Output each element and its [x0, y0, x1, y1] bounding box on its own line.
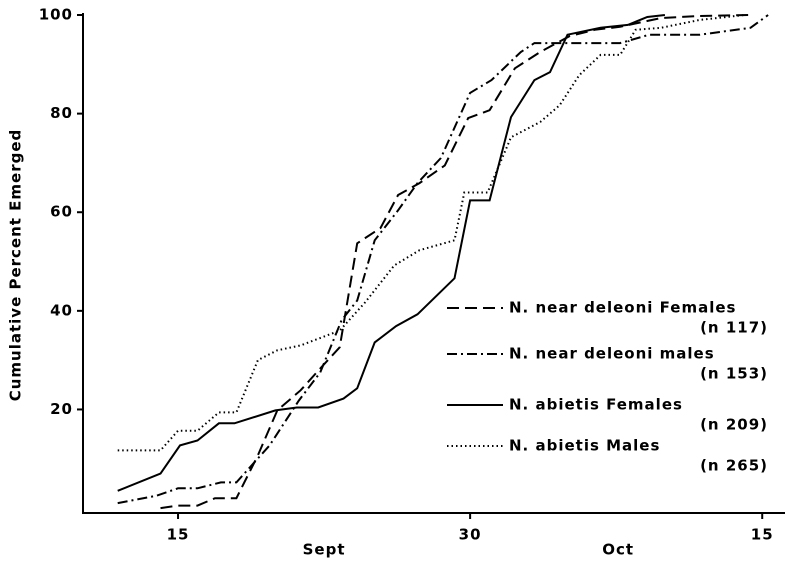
legend-label: N. near deleoni Females: [509, 299, 736, 317]
x-tick-label: 15: [751, 526, 774, 544]
month-label: Oct: [602, 541, 634, 559]
month-label: Sept: [303, 541, 346, 559]
series-line: [117, 14, 666, 492]
y-axis-label: Cumulative Percent Emerged: [7, 129, 25, 402]
series-line: [160, 14, 751, 510]
y-tick-label: 40: [50, 301, 73, 319]
legend-count: (n 117): [700, 319, 768, 337]
legend-count: (n 265): [700, 457, 768, 475]
legend-count: (n 153): [700, 365, 768, 383]
y-tick-label: 20: [50, 400, 73, 418]
y-tick-label: 60: [50, 203, 73, 221]
legend-label: N. near deleoni males: [509, 345, 715, 363]
x-tick-label: 15: [167, 526, 190, 544]
x-tick-label: 30: [459, 526, 482, 544]
y-tick-label: 80: [50, 104, 73, 122]
legend-label: N. abietis Females: [509, 396, 683, 414]
legend-label: N. abietis Males: [509, 437, 660, 455]
legend-count: (n 209): [700, 416, 768, 434]
y-tick-label: 100: [39, 6, 73, 24]
series-line: [117, 14, 769, 505]
series-line: [117, 14, 745, 452]
